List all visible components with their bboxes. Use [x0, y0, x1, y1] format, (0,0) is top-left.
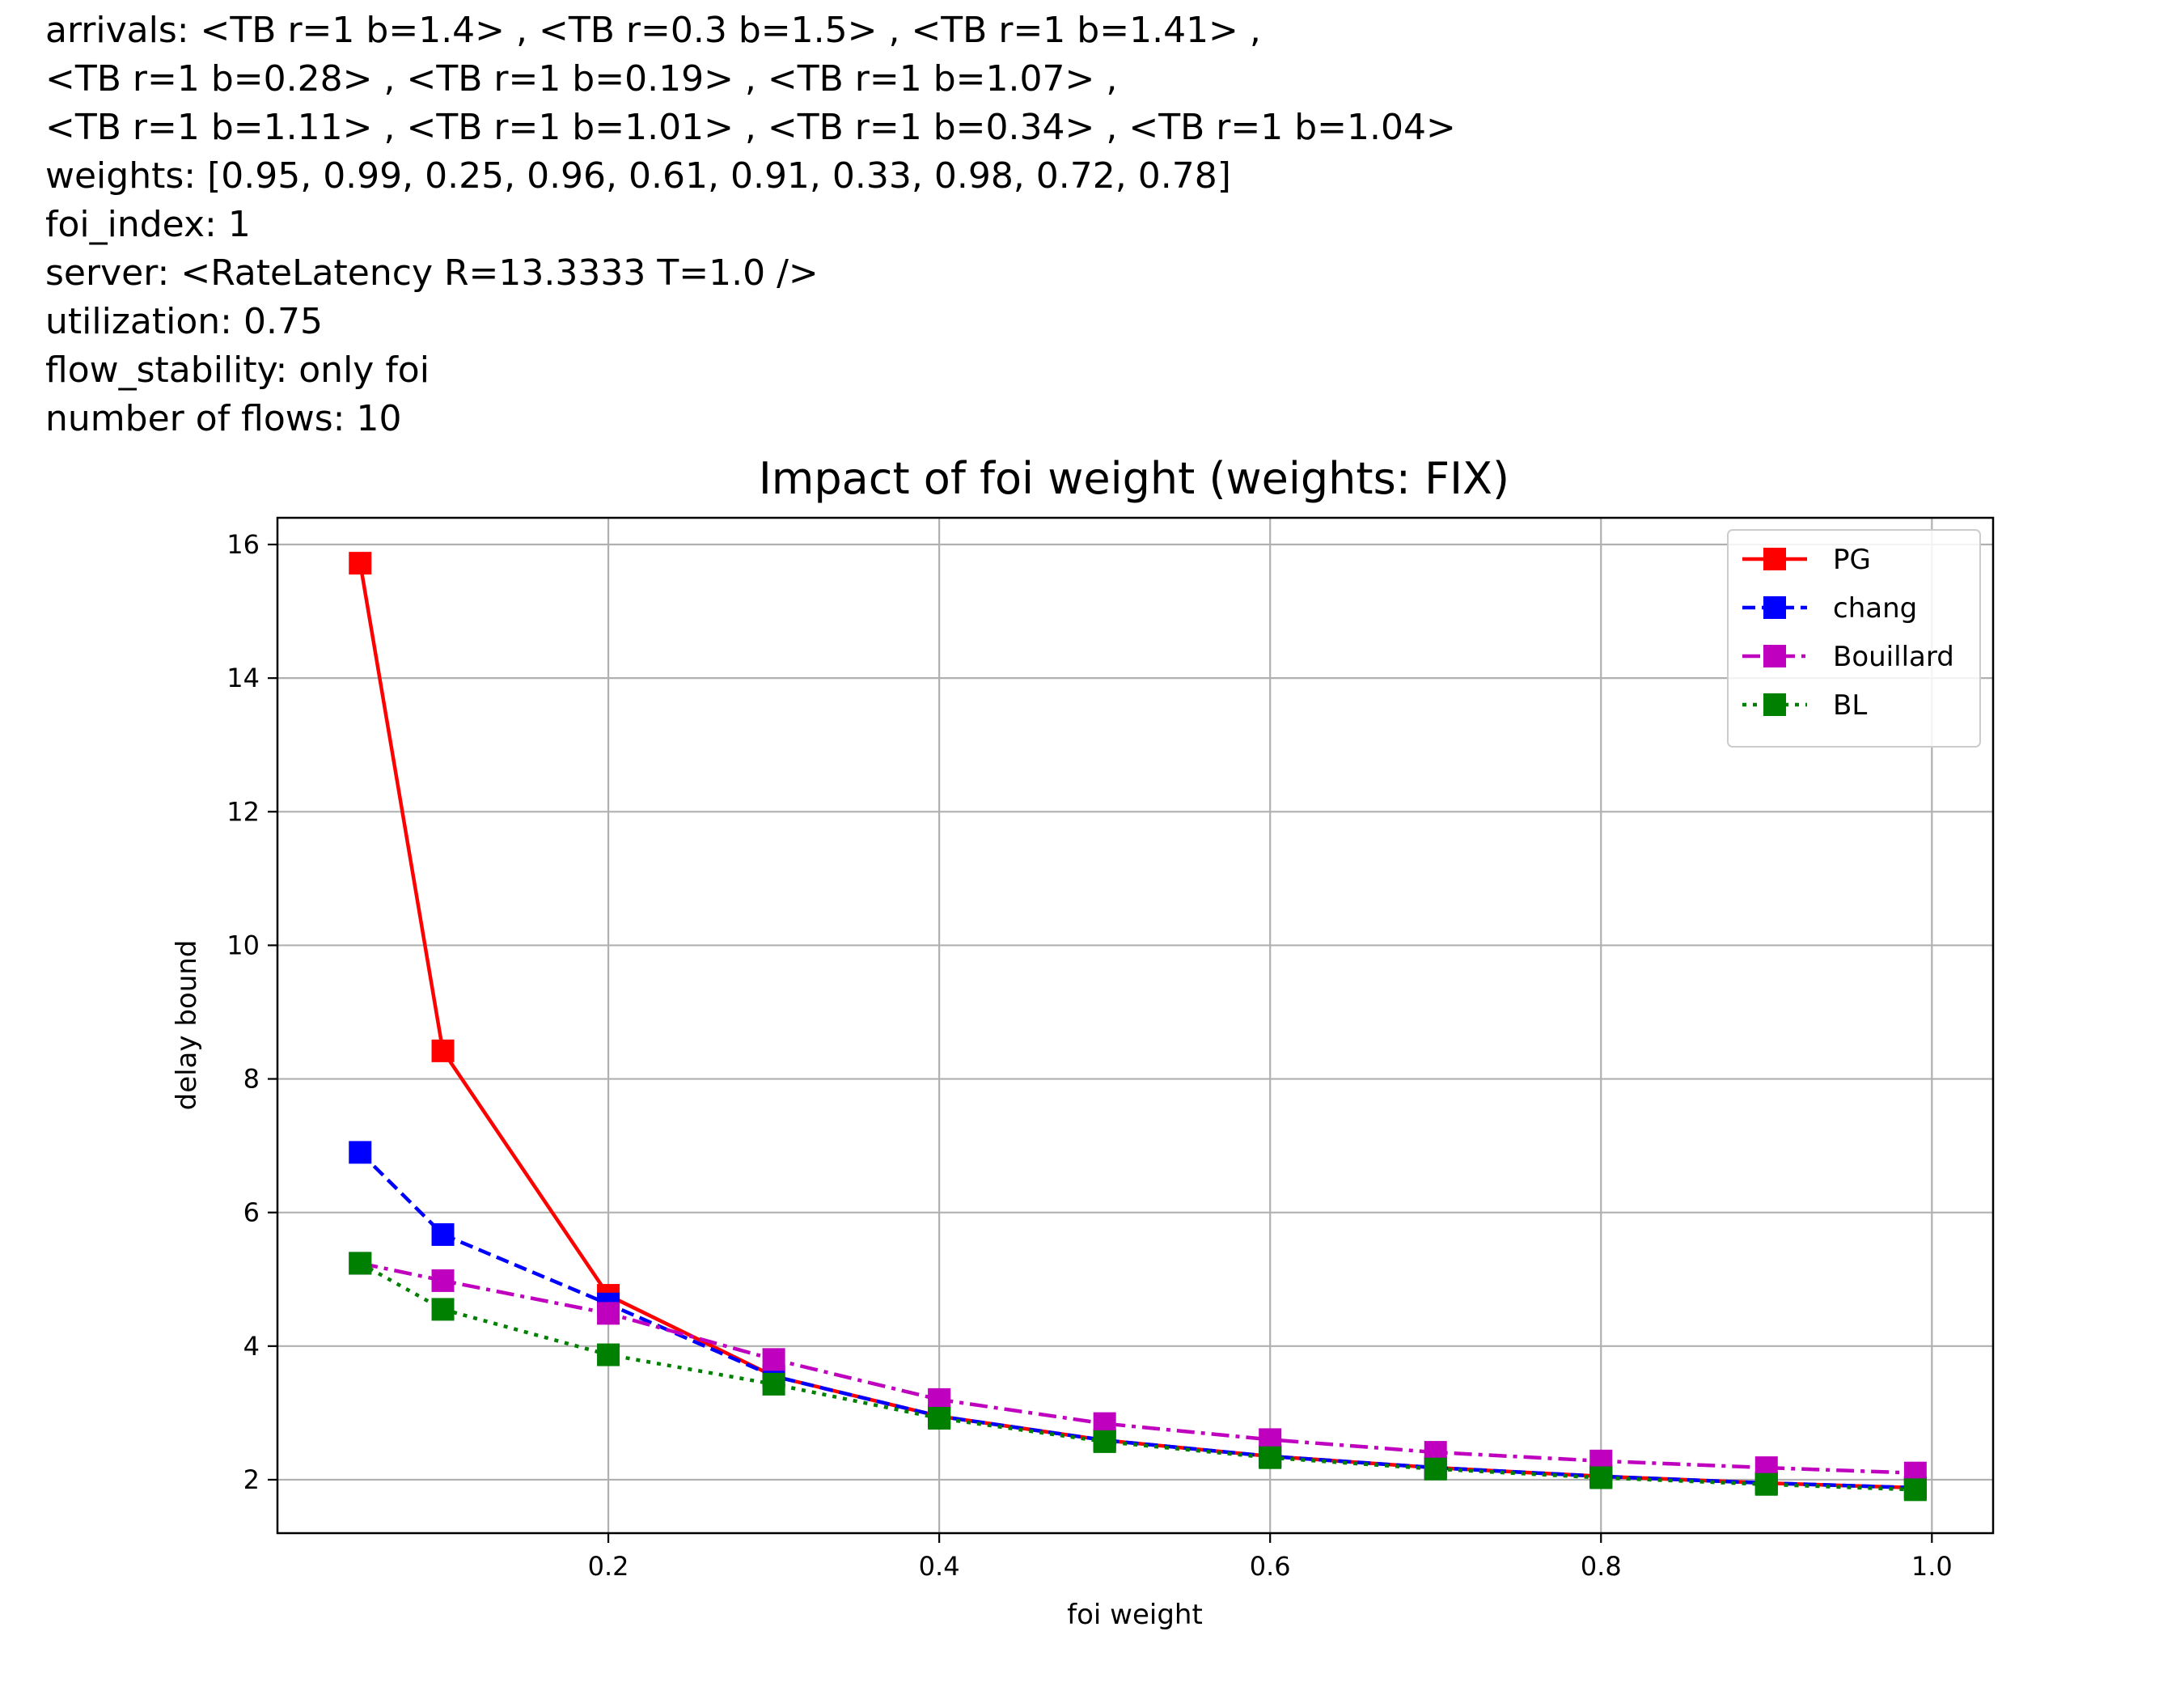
series-layer: [349, 552, 1927, 1502]
series-line: [359, 1261, 1915, 1475]
data-point: [1259, 1446, 1282, 1469]
legend-marker: [1763, 645, 1786, 667]
y-tick-label: 4: [243, 1331, 260, 1362]
chart-title: Impact of foi weight (weights: FIX): [759, 453, 1509, 504]
x-tick-label: 1.0: [1911, 1551, 1953, 1582]
y-tick-label: 10: [226, 930, 260, 960]
data-point: [349, 552, 372, 575]
legend-label: PG: [1833, 544, 1871, 576]
series-line: [358, 562, 1915, 1490]
data-point: [1903, 1478, 1927, 1502]
data-point: [431, 1269, 455, 1292]
y-axis-label: delay bound: [171, 940, 203, 1111]
series-line: [358, 1150, 1915, 1490]
legend-entry-chang: chang: [1742, 592, 1917, 625]
x-tick-label: 0.8: [1581, 1551, 1622, 1582]
legend: PG chang Bouillard BL: [1727, 529, 1981, 748]
info-line: server: <RateLatency R=13.3333 T=1.0 />: [45, 252, 819, 294]
series-chang: [349, 1141, 1927, 1499]
legend-label: chang: [1833, 592, 1917, 625]
series-bl: [349, 1252, 1927, 1502]
data-point: [349, 1252, 372, 1275]
x-tick-label: 0.4: [919, 1551, 960, 1582]
legend-marker: [1763, 548, 1786, 570]
legend-label: BL: [1833, 689, 1867, 722]
plot-frame: [276, 516, 1995, 1535]
y-tick-label: 12: [226, 796, 260, 827]
info-line: <TB r=1 b=0.28> , <TB r=1 b=0.19> , <TB …: [45, 58, 1118, 100]
data-point: [349, 1141, 372, 1164]
data-point: [597, 1302, 620, 1325]
info-line: <TB r=1 b=1.11> , <TB r=1 b=1.01> , <TB …: [45, 107, 1456, 148]
data-point: [431, 1298, 455, 1321]
data-point: [762, 1348, 785, 1371]
data-point: [928, 1406, 951, 1430]
info-line: weights: [0.95, 0.99, 0.25, 0.96, 0.61, …: [45, 155, 1231, 197]
legend-box: [1727, 529, 1981, 748]
legend-entry-pg: PG: [1742, 544, 1871, 576]
legend-marker: [1763, 693, 1786, 716]
info-line: flow_stability: only foi: [45, 350, 430, 391]
data-point: [1093, 1430, 1116, 1453]
y-tick-label: 16: [226, 529, 260, 560]
y-tick-label: 6: [243, 1197, 260, 1228]
legend-entry-bl: BL: [1742, 689, 1867, 722]
x-tick-label: 0.2: [588, 1551, 629, 1582]
info-line: number of flows: 10: [45, 398, 402, 439]
data-point: [1424, 1457, 1447, 1481]
data-point: [762, 1372, 785, 1396]
y-tick-label: 8: [243, 1064, 260, 1095]
legend-entry-bouillard: Bouillard: [1742, 641, 1954, 673]
x-axis-label: foi weight: [1067, 1599, 1203, 1631]
x-tick-label: 0.6: [1250, 1551, 1291, 1582]
info-line: arrivals: <TB r=1 b=1.4> , <TB r=0.3 b=1…: [45, 10, 1261, 51]
info-line: foi_index: 1: [45, 204, 251, 245]
y-tick-label: 2: [243, 1464, 260, 1495]
info-header: arrivals: <TB r=1 b=1.4> , <TB r=0.3 b=1…: [45, 6, 2148, 443]
y-tick-label: 14: [226, 663, 260, 693]
legend-marker: [1763, 596, 1786, 619]
legend-label: Bouillard: [1833, 641, 1954, 673]
series-bouillard: [349, 1252, 1927, 1485]
series-pg: [349, 552, 1927, 1499]
info-line: utilization: 0.75: [45, 301, 323, 342]
axis-ticks: 0.2 0.4 0.6 0.8 1.0 2 4 6 8 10 12 14 16: [226, 529, 1952, 1582]
data-point: [597, 1343, 620, 1366]
data-point: [431, 1039, 455, 1062]
data-point: [1754, 1472, 1778, 1496]
data-point: [431, 1222, 455, 1246]
data-point: [1589, 1466, 1613, 1489]
